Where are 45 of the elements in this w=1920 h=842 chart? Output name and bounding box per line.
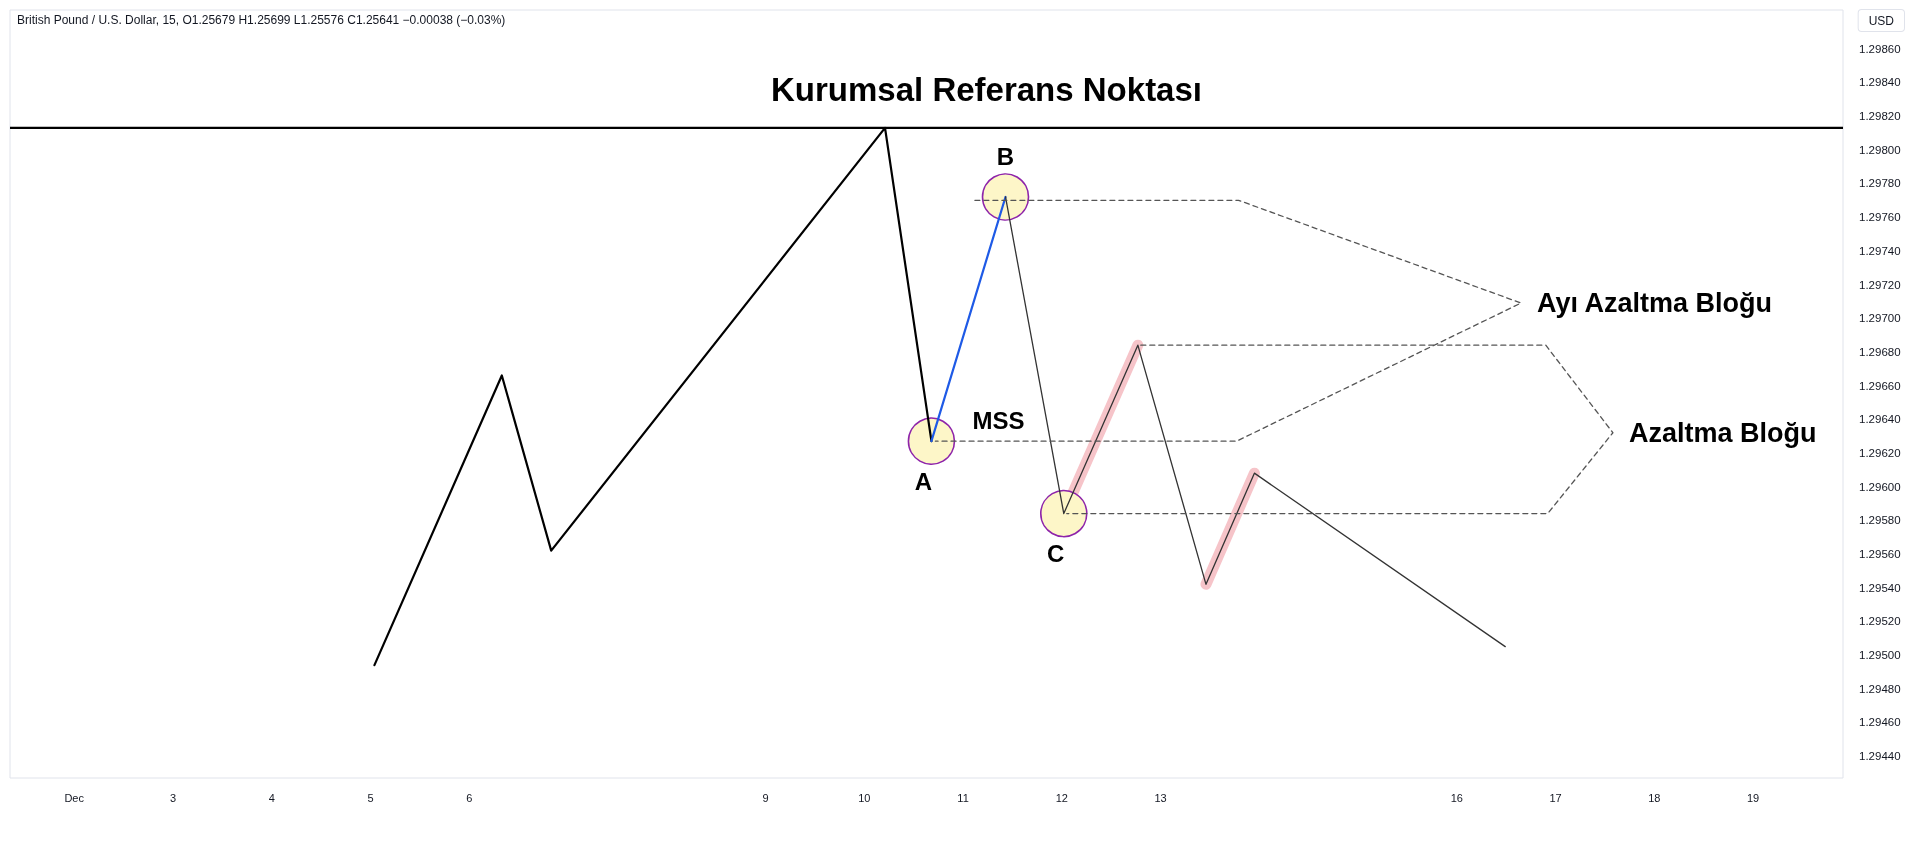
annotation: B	[996, 143, 1015, 171]
y-tick-label: 1.29740	[1859, 244, 1901, 257]
y-axis-title: USD	[1868, 14, 1895, 28]
x-tick-label: 19	[1747, 791, 1760, 804]
y-tick-label: 1.29840	[1859, 76, 1901, 89]
annotation: MSS	[972, 406, 1025, 434]
y-tick-label: 1.29860	[1859, 42, 1901, 55]
y-tick-label: 1.29700	[1859, 312, 1901, 325]
x-tick-label: Dec	[64, 791, 85, 804]
y-tick-label: 1.29680	[1859, 345, 1901, 358]
annotation: Ayı Azaltma Bloğu	[1537, 288, 1773, 319]
x-tick-label: 13	[1154, 791, 1167, 804]
x-tick-label: 3	[169, 791, 177, 804]
y-tick-label: 1.29500	[1859, 649, 1901, 662]
y-tick-label: 1.29580	[1859, 514, 1901, 527]
x-tick-label: 9	[762, 791, 769, 804]
x-tick-label: 10	[858, 791, 871, 804]
chart-title: British Pound / U.S. Dollar, 15, O1.25679 H1.25699 L1.25576 C1.25641 −0.00038 (−0.03%)	[17, 13, 506, 27]
y-tick-label: 1.29820	[1859, 110, 1901, 123]
x-tick-label: 6	[466, 791, 473, 804]
y-tick-label: 1.29520	[1859, 615, 1901, 628]
ref-line-label: Kurumsal Referans Noktası	[771, 70, 1202, 108]
y-tick-label: 1.29800	[1859, 143, 1901, 156]
x-tick-label: 4	[268, 791, 275, 804]
y-tick-label: 1.29620	[1859, 446, 1901, 459]
y-tick-label: 1.29780	[1859, 177, 1901, 190]
annotation: C	[1047, 540, 1065, 568]
y-tick-label: 1.29760	[1859, 211, 1901, 224]
x-tick-label: 12	[1055, 791, 1068, 804]
annotation: A	[914, 467, 933, 495]
x-tick-label: 17	[1549, 791, 1562, 804]
y-tick-label: 1.29600	[1859, 480, 1901, 493]
x-tick-label: 16	[1450, 791, 1463, 804]
y-tick-label: 1.29560	[1859, 548, 1901, 560]
y-tick-label: 1.29540	[1859, 581, 1901, 594]
y-tick-label: 1.29440	[1859, 750, 1901, 763]
annotation: Azaltma Bloğu	[1628, 417, 1817, 448]
y-tick-label: 1.29640	[1859, 413, 1901, 426]
x-tick-label: 18	[1648, 791, 1661, 804]
x-tick-label: 5	[367, 791, 374, 804]
x-tick-label: 11	[957, 791, 969, 804]
y-tick-label: 1.29660	[1859, 379, 1901, 392]
y-tick-label: 1.29720	[1859, 278, 1901, 291]
y-tick-label: 1.29480	[1859, 682, 1901, 695]
y-tick-label: 1.29460	[1859, 716, 1901, 729]
